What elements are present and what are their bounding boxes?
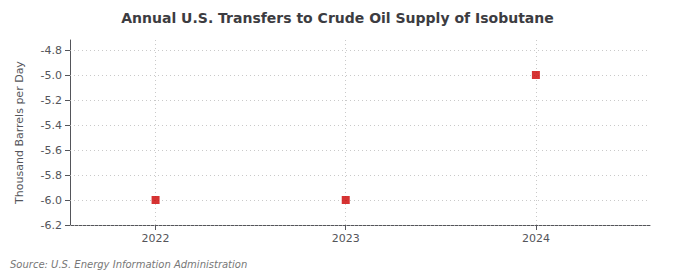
svg-text:-4.8: -4.8 bbox=[41, 44, 62, 57]
svg-text:-5.0: -5.0 bbox=[41, 69, 62, 82]
svg-text:-5.6: -5.6 bbox=[41, 144, 62, 157]
svg-text:2023: 2023 bbox=[332, 232, 360, 245]
svg-text:Annual U.S. Transfers to Crude: Annual U.S. Transfers to Crude Oil Suppl… bbox=[121, 10, 554, 26]
svg-text:2022: 2022 bbox=[142, 232, 170, 245]
svg-text:-5.4: -5.4 bbox=[41, 119, 62, 132]
svg-text:-5.8: -5.8 bbox=[41, 169, 62, 182]
svg-text:-6.0: -6.0 bbox=[41, 194, 62, 207]
svg-text:-5.2: -5.2 bbox=[41, 94, 62, 107]
svg-text:-6.2: -6.2 bbox=[41, 219, 62, 232]
svg-text:Source: U.S. Energy Informatio: Source: U.S. Energy Information Administ… bbox=[10, 259, 247, 270]
svg-text:Thousand Barrels per Day: Thousand Barrels per Day bbox=[13, 61, 26, 205]
svg-text:2024: 2024 bbox=[522, 232, 550, 245]
